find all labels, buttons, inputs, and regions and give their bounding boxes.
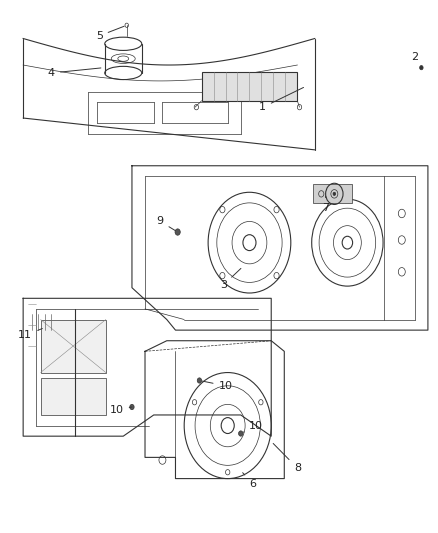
Text: 7: 7 [322, 196, 329, 213]
Text: 2: 2 [411, 52, 421, 68]
Text: 10: 10 [202, 381, 233, 391]
Text: 4: 4 [48, 68, 101, 78]
Text: 1: 1 [259, 87, 304, 112]
Text: 11: 11 [18, 328, 42, 341]
Text: 9: 9 [157, 216, 175, 231]
Bar [313, 184, 352, 203]
Text: 6: 6 [243, 473, 256, 489]
Text: 10: 10 [110, 405, 132, 415]
Circle shape [239, 431, 243, 436]
Bar [41, 319, 106, 373]
Bar [201, 71, 297, 101]
Circle shape [197, 378, 201, 383]
Text: 3: 3 [220, 269, 241, 290]
Text: 5: 5 [96, 26, 124, 41]
Bar [41, 378, 106, 415]
Circle shape [175, 229, 180, 235]
Text: 10: 10 [243, 421, 263, 432]
Circle shape [420, 66, 423, 70]
Circle shape [333, 192, 336, 196]
Text: 8: 8 [273, 443, 301, 473]
Circle shape [130, 405, 134, 410]
